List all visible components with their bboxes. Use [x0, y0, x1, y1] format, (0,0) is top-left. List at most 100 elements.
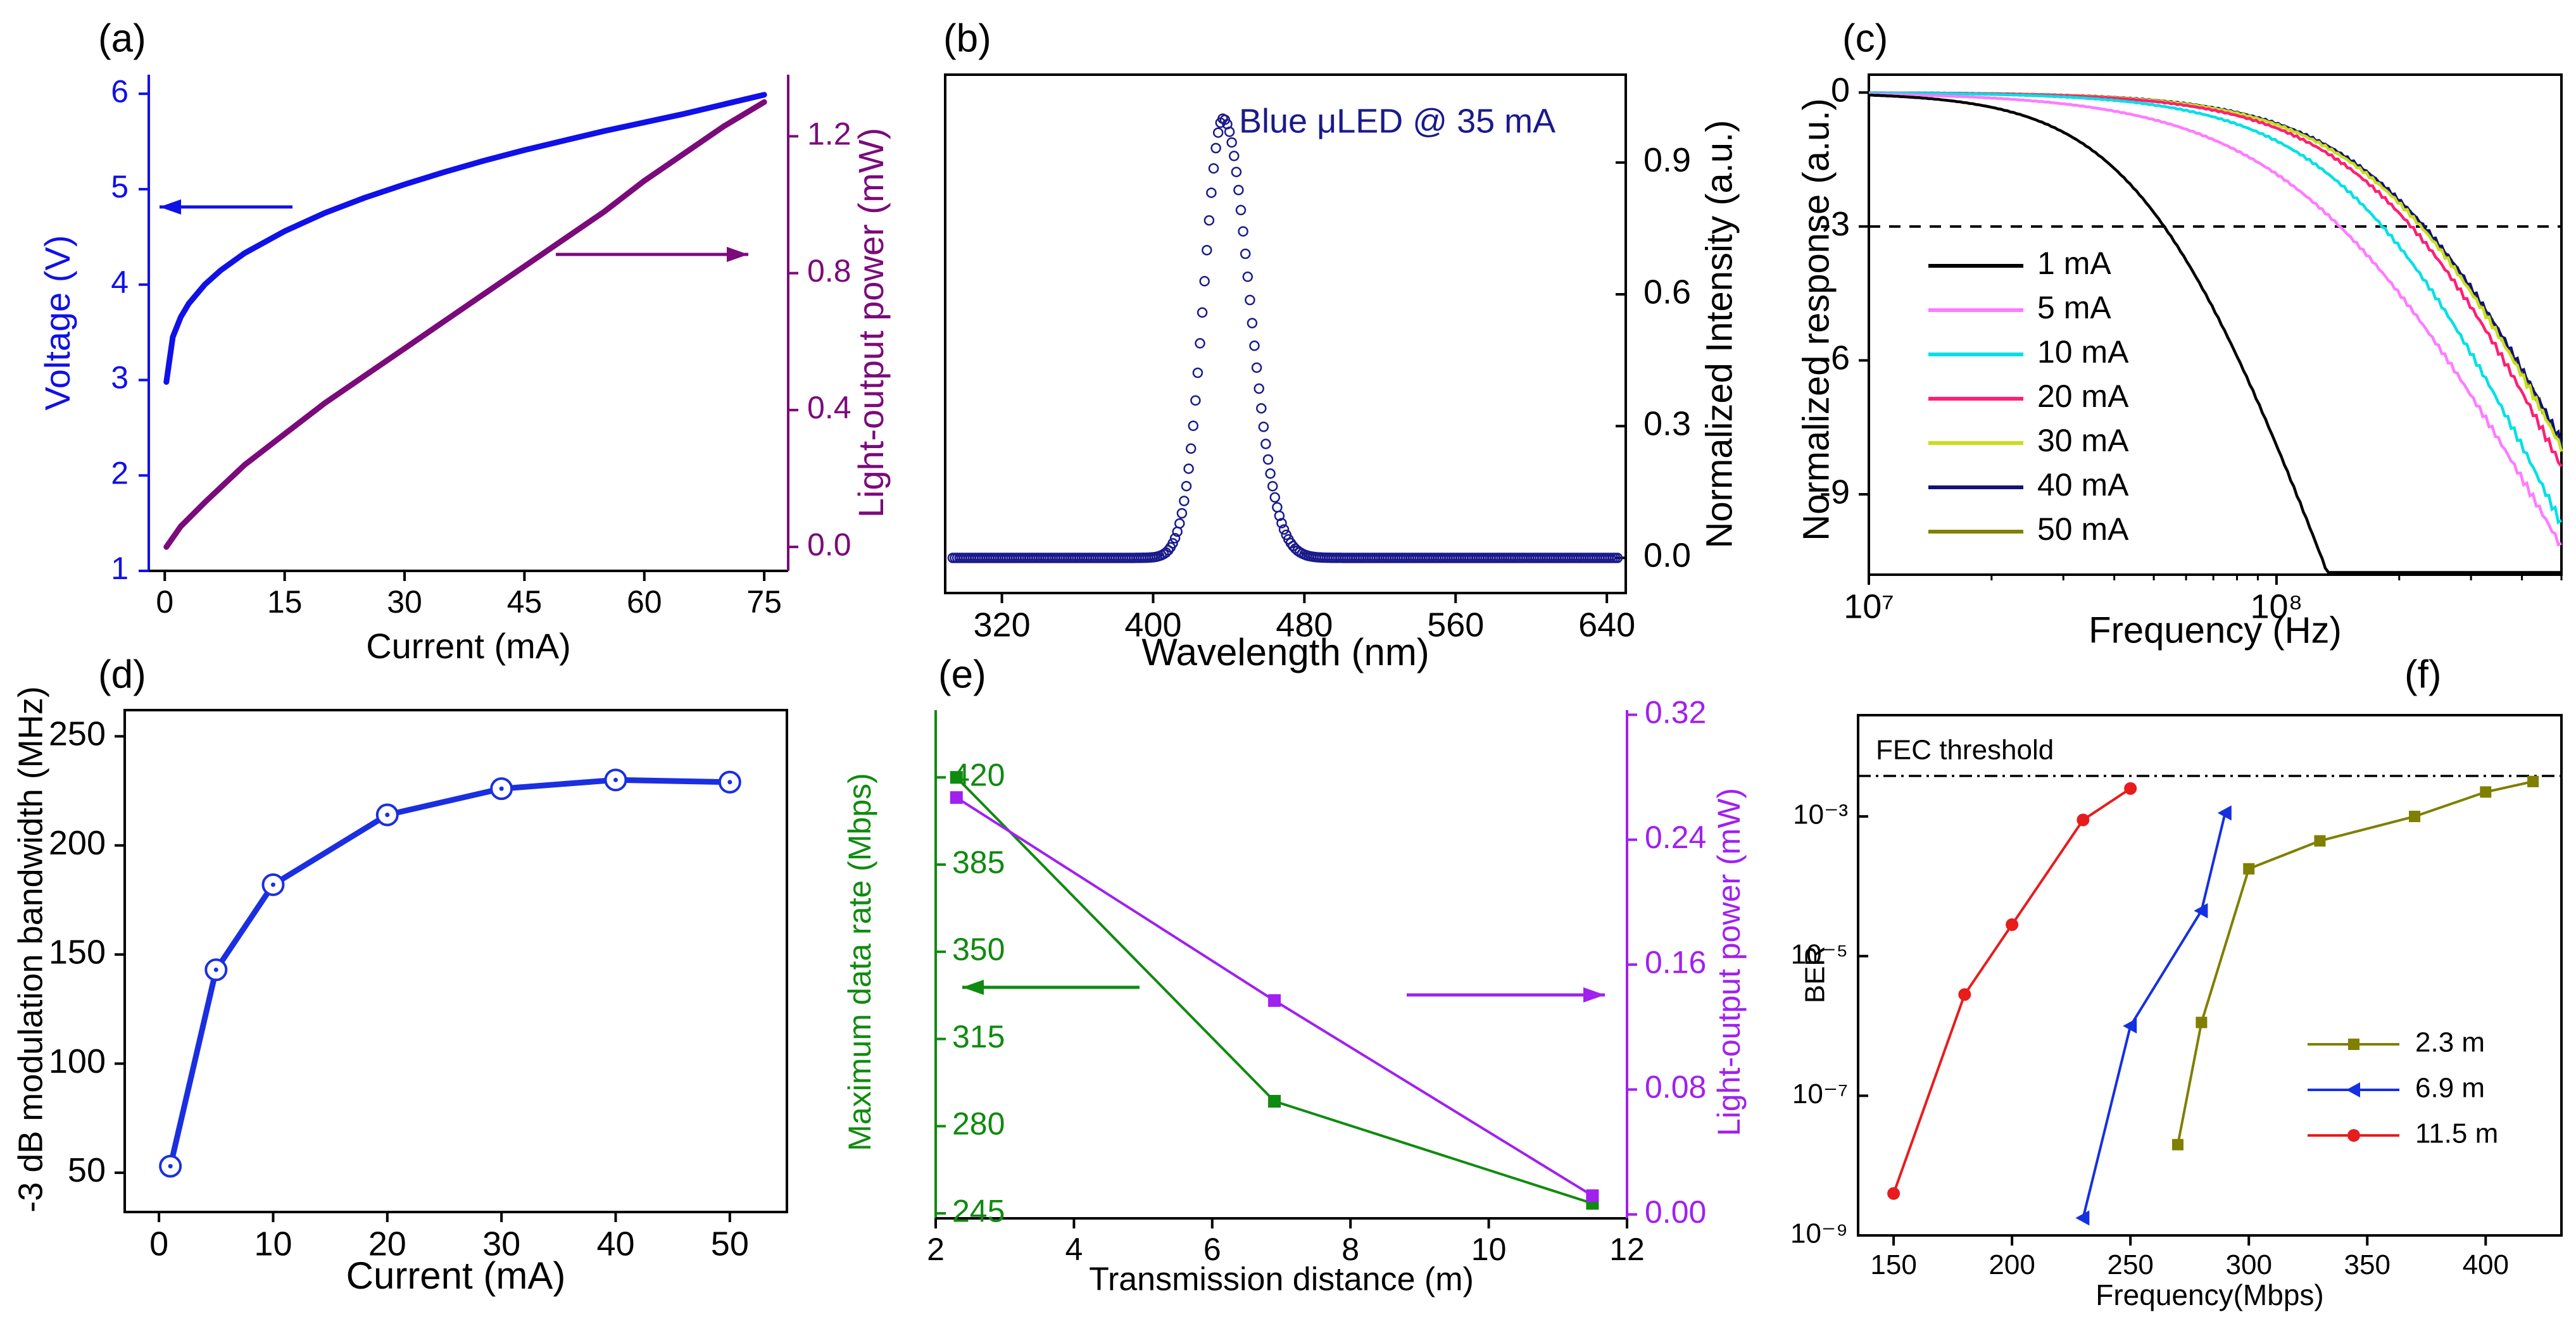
data-point	[2075, 1210, 2090, 1226]
y-tick-label: 2	[111, 455, 129, 491]
data-point	[1251, 362, 1262, 373]
y-tick-label: 100	[49, 1042, 106, 1080]
panel-d: 0 10 20 30 40 50 50 100 150 200 250 Current (mA) -3 …	[11, 653, 788, 1297]
y-axis-title: Normalized response (a.u.)	[1795, 98, 1837, 541]
legend-label: 6.9 m	[2415, 1073, 2485, 1104]
data-point-center	[213, 967, 218, 972]
x-tick-label: 60	[627, 584, 662, 620]
y2-tick-label: 0.24	[1645, 820, 1706, 855]
x-tick-label: 300	[2226, 1249, 2272, 1280]
data-point	[1269, 492, 1281, 503]
legend-label: 5 mA	[2037, 290, 2111, 325]
y-axis-title: Voltage (V)	[37, 235, 77, 410]
y-tick-label: 250	[49, 715, 106, 753]
data-point	[1612, 553, 1623, 563]
x-tick-label: 200	[1989, 1249, 2035, 1280]
y-tick-label: 1	[111, 551, 129, 586]
series-line-20ma	[1868, 91, 2563, 468]
y-tick-label: 4	[111, 265, 129, 300]
data-point-center	[499, 786, 504, 791]
x-tick-label: 10	[254, 1225, 292, 1263]
x-axis-title: Current (mA)	[366, 626, 571, 666]
data-point	[1188, 420, 1199, 432]
y-tick-label: 385	[952, 844, 1005, 880]
y-tick-label: 0	[1831, 71, 1850, 109]
legend-label: 11.5 m	[2415, 1118, 2498, 1149]
x-tick-label: 10⁷	[1844, 587, 1894, 625]
rate-arrow-head	[962, 980, 984, 995]
x-tick-label: 20	[368, 1225, 406, 1263]
y2-tick-label: 1.2	[807, 116, 851, 152]
x-tick-label: 10	[1471, 1232, 1507, 1267]
data-point	[1197, 307, 1208, 318]
data-point	[1169, 533, 1181, 544]
data-point	[1233, 185, 1244, 196]
y-tick-label: 245	[952, 1193, 1005, 1228]
series-line-2	[1892, 787, 2132, 1194]
panel-label: (a)	[98, 16, 146, 60]
data-point	[1245, 294, 1255, 306]
x-tick-label: 30	[482, 1225, 520, 1263]
data-point	[1887, 1187, 1901, 1200]
data-point	[2243, 863, 2255, 875]
data-point	[1176, 508, 1188, 519]
data-point	[950, 791, 963, 804]
data-point	[1181, 480, 1192, 492]
x-tick-label: 50	[711, 1225, 749, 1263]
data-point	[1253, 383, 1264, 394]
y-tick-label: 0.9	[1643, 141, 1691, 179]
panel-c: 10⁷ 10⁸ 0 -3 -6 -9 1 mA 5 mA 10 mA 20 mA 30 mA 40 m…	[1795, 16, 2563, 651]
y-axis-title: BER	[1800, 946, 1831, 1003]
y-tick-label: 50	[68, 1151, 106, 1189]
data-point	[1179, 496, 1190, 506]
legend-marker	[2346, 1082, 2360, 1097]
y2-tick-label: 0.0	[807, 527, 851, 562]
legend-label: 1 mA	[2037, 246, 2111, 281]
data-point	[1226, 137, 1237, 148]
x-tick-label: 350	[2344, 1249, 2391, 1280]
legend-marker	[2348, 1039, 2359, 1050]
data-point	[1278, 524, 1290, 535]
power-arrow-head	[727, 247, 748, 262]
y-tick-label: 350	[952, 932, 1005, 967]
data-point-center	[385, 812, 390, 817]
x-tick-label: 640	[1578, 606, 1635, 644]
x-tick-label: 10⁸	[2250, 587, 2303, 625]
legend-label: 20 mA	[2037, 378, 2129, 414]
data-point	[1260, 439, 1271, 449]
series-line-0	[955, 776, 1593, 1205]
data-point	[1256, 403, 1267, 414]
data-point-center	[270, 882, 275, 887]
data-point	[2409, 810, 2421, 822]
data-point	[1195, 338, 1205, 349]
x-axis-title: Current (mA)	[346, 1254, 566, 1297]
x-axis-title: Frequency (Hz)	[2089, 609, 2342, 651]
data-point	[1242, 272, 1253, 282]
data-point	[2123, 1018, 2137, 1034]
data-point	[2527, 775, 2539, 787]
data-point	[1267, 480, 1278, 492]
x-axis-title: Frequency(Mbps)	[2095, 1278, 2323, 1311]
y2-axis-title: Light-output power (mW)	[851, 128, 891, 518]
x-tick-label: 75	[746, 584, 782, 620]
y2-tick-label: 0.32	[1645, 695, 1706, 730]
x-tick-label: 45	[507, 584, 543, 620]
data-point	[1238, 226, 1248, 237]
y2-tick-label: 0.00	[1645, 1194, 1706, 1230]
data-point	[1272, 502, 1283, 513]
x-tick-label: 0	[149, 1225, 168, 1263]
x-tick-label: 6	[1203, 1232, 1221, 1267]
x-tick-label: 4	[1065, 1232, 1083, 1267]
y-tick-label: 10⁻⁹	[1790, 1218, 1848, 1249]
series-line-1	[2082, 813, 2227, 1218]
data-point	[2006, 918, 2019, 932]
x-tick-label: 15	[267, 584, 303, 620]
x-tick-label: 40	[596, 1225, 634, 1263]
panel-f: 150 200 250 300 350 400 10⁻³ 10⁻⁵ 10⁻⁷ 10⁻⁹ FEC th…	[1790, 653, 2563, 1311]
data-point	[1212, 127, 1224, 138]
plot-frame	[1857, 714, 2563, 1237]
voltage-arrow-head	[160, 199, 181, 215]
